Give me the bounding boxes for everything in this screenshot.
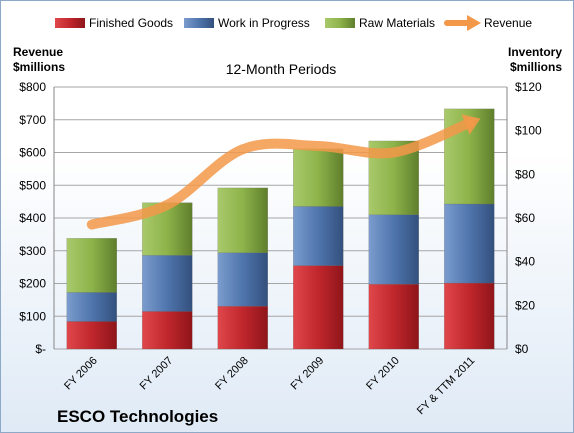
bar-finished-goods	[66, 321, 117, 350]
right-tick-label: $100	[515, 124, 542, 138]
left-tick-label: $500	[19, 178, 46, 192]
legend-arrow-revenue	[467, 15, 481, 31]
left-ticks-layer: $- $100 $200 $300 $400 $500 $600 $700 $800	[19, 80, 46, 356]
category-label: FY 2007	[138, 355, 176, 393]
bar-raw-materials	[293, 148, 344, 207]
right-tick-label: $20	[515, 298, 535, 312]
left-tick-label: $700	[19, 113, 46, 127]
left-axis-title-line1: Revenue	[13, 45, 63, 59]
legend-label-raw-materials: Raw Materials	[359, 16, 435, 30]
legend-swatch-raw-materials	[325, 18, 355, 28]
legend-label-finished-goods: Finished Goods	[89, 16, 173, 30]
bar-work-in-progress	[368, 214, 419, 285]
left-tick-label: $600	[19, 146, 46, 160]
bar-finished-goods	[293, 265, 344, 350]
bar-finished-goods	[142, 311, 193, 350]
revenue-line	[86, 118, 475, 230]
bar-work-in-progress	[293, 206, 344, 266]
bar-finished-goods	[368, 283, 419, 350]
right-ticks-layer: $0 $20 $40 $60 $80 $100 $120	[515, 80, 542, 356]
left-tick-label: $300	[19, 244, 46, 258]
right-tick-label: $80	[515, 167, 535, 181]
bar-finished-goods	[217, 305, 268, 350]
left-tick-label: $100	[19, 309, 46, 323]
chart-subtitle: 12-Month Periods	[226, 61, 337, 77]
line-layer	[86, 114, 481, 230]
bar-raw-materials	[66, 238, 117, 293]
category-label: FY 2010	[364, 355, 402, 393]
legend-swatch-work-in-progress	[184, 18, 214, 28]
legend-label-revenue: Revenue	[484, 16, 532, 30]
right-tick-label: $60	[515, 211, 535, 225]
bar-work-in-progress	[142, 255, 193, 312]
right-tick-label: $0	[515, 342, 529, 356]
right-axis-title-line2: $millions	[510, 60, 562, 74]
left-tick-label: $800	[19, 80, 46, 94]
legend-label-work-in-progress: Work in Progress	[218, 16, 310, 30]
legend-swatch-finished-goods	[55, 18, 85, 28]
revenue-arrowhead	[461, 114, 481, 135]
left-tick-label: $200	[19, 277, 46, 291]
bar-finished-goods	[444, 282, 495, 350]
right-tick-label: $40	[515, 255, 535, 269]
category-label: FY 2008	[213, 355, 251, 393]
left-axis-title-line2: $millions	[13, 60, 65, 74]
category-label: FY 2009	[289, 355, 327, 393]
bars-layer	[66, 108, 495, 350]
left-tick-label: $-	[35, 342, 46, 356]
bar-work-in-progress	[66, 292, 117, 322]
legend: Finished Goods Work in Progress Raw Mate…	[55, 15, 532, 31]
category-label: FY & TTM 2011	[415, 355, 478, 418]
bar-raw-materials	[217, 187, 268, 253]
category-label: FY 2006	[62, 355, 100, 393]
right-axis-title-line1: Inventory	[508, 45, 562, 59]
bar-work-in-progress	[444, 203, 495, 284]
right-tick-label: $120	[515, 80, 542, 94]
left-tick-label: $400	[19, 211, 46, 225]
company-name: ESCO Technologies	[57, 407, 218, 426]
bar-work-in-progress	[217, 252, 268, 307]
